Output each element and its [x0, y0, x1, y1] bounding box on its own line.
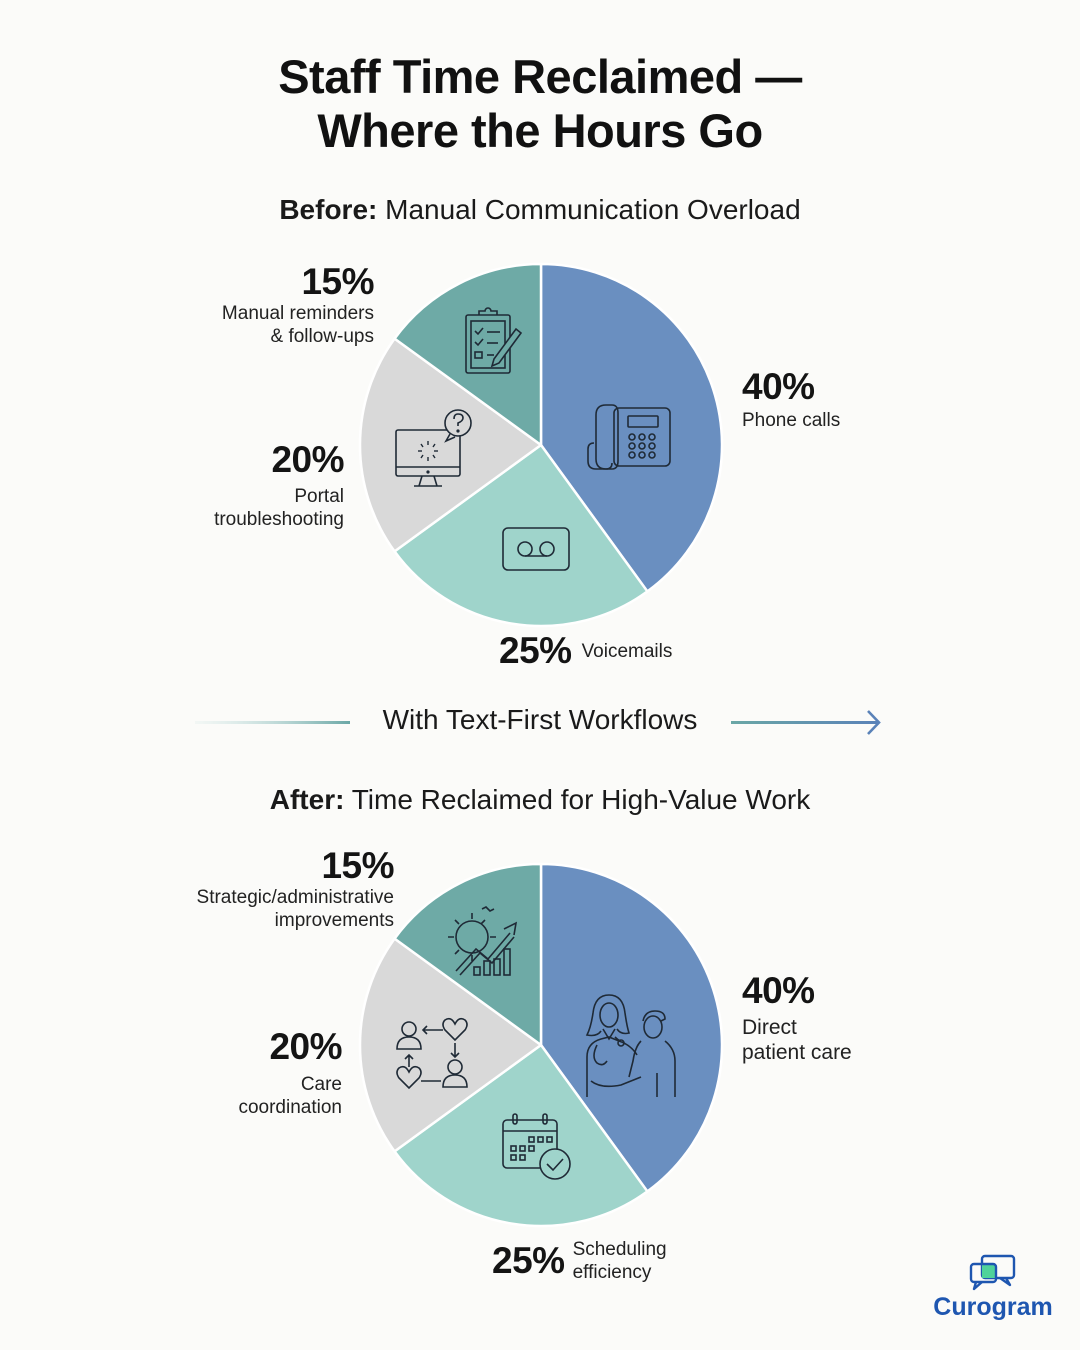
after-label-strategic: 15% Strategic/administrative improvement… [160, 845, 395, 932]
label-line: coordination [238, 1097, 342, 1118]
label-line: Portal [294, 486, 344, 507]
label-line: Phone calls [742, 410, 841, 431]
pct-value: 20% [271, 439, 344, 480]
before-label-voicemail: 25% Voicemails [499, 631, 672, 671]
brand-name: Curogram [933, 1293, 1053, 1321]
pie-slice-care-coordination [358, 937, 543, 1153]
desk-phone-icon [587, 404, 671, 470]
label-line: improvements [274, 910, 394, 931]
before-label-portal: 20% Portal troubleshooting [160, 440, 344, 531]
pie-slice-manual-reminders-follow-ups [393, 262, 543, 447]
computer-help-icon [395, 409, 472, 487]
pct-value: 15% [321, 845, 394, 886]
care-cycle-icon [396, 1017, 468, 1090]
divider-line-left [195, 721, 350, 724]
title-line-1: Staff Time Reclaimed — [278, 50, 802, 103]
label-text: Scheduling efficiency [573, 1238, 667, 1284]
divider-line-right [731, 721, 879, 724]
pct-value: 15% [301, 261, 374, 302]
label-line: Direct [742, 1016, 797, 1039]
label-line: Manual reminders [221, 303, 374, 324]
before-heading-text: Manual Communication Overload [377, 194, 801, 225]
pct-value: 25% [499, 630, 572, 671]
label-line: Strategic/administrative [196, 887, 394, 908]
label-line: Scheduling [572, 1239, 667, 1260]
doctor-patient-icon [585, 994, 676, 1097]
pct-value: 25% [492, 1240, 565, 1281]
pie-slice-strategic-administrative-improvements [393, 862, 543, 1047]
before-heading: Before: Manual Communication Overload [0, 194, 1080, 226]
label-line: patient care [742, 1041, 852, 1064]
before-label-reminders: 15% Manual reminders & follow-ups [180, 261, 375, 348]
after-heading-text: Time Reclaimed for High-Value Work [344, 784, 811, 815]
page-title: Staff Time Reclaimed — Where the Hours G… [0, 50, 1080, 158]
after-heading-bold: After: [269, 784, 345, 815]
after-heading: After: Time Reclaimed for High-Value Wor… [0, 784, 1080, 816]
label-line: troubleshooting [214, 509, 344, 530]
after-label-patient: 40% Direct patient care [742, 971, 852, 1065]
label-line: Voicemails [581, 640, 673, 662]
before-heading-bold: Before: [279, 194, 378, 225]
pct-value: 40% [742, 366, 815, 407]
clipboard-checklist-icon [465, 307, 523, 374]
after-pie-slices [358, 862, 724, 1228]
after-pie-chart [358, 862, 724, 1228]
pie-slice-voicemails [393, 443, 649, 628]
arrow-right-icon [867, 710, 881, 735]
after-label-coordination: 20% Care coordination [160, 1027, 342, 1119]
pct-value: 20% [269, 1026, 342, 1067]
before-pie-chart [358, 262, 724, 628]
pie-slice-scheduling-efficiency [393, 1043, 649, 1228]
pie-slice-portal-troubleshooting [358, 337, 543, 553]
voicemail-icon [502, 527, 570, 571]
pct-value: 40% [742, 970, 815, 1011]
label-line: & follow-ups [270, 326, 375, 347]
gear-growth-chart-icon [448, 906, 518, 976]
after-label-scheduling: 25% Scheduling efficiency [492, 1238, 667, 1284]
calendar-check-icon [502, 1113, 571, 1180]
pie-slice-direct-patient-care [539, 862, 724, 1193]
chat-bubbles-logo-icon [969, 1254, 1016, 1291]
label-line: efficiency [572, 1262, 652, 1283]
before-pie-slices [358, 262, 724, 628]
title-line-2: Where the Hours Go [317, 104, 763, 157]
before-label-phone: 40% Phone calls [742, 367, 840, 432]
divider-label: With Text-First Workflows [382, 704, 698, 735]
divider-lines [195, 710, 881, 735]
label-line: Care [300, 1074, 342, 1095]
